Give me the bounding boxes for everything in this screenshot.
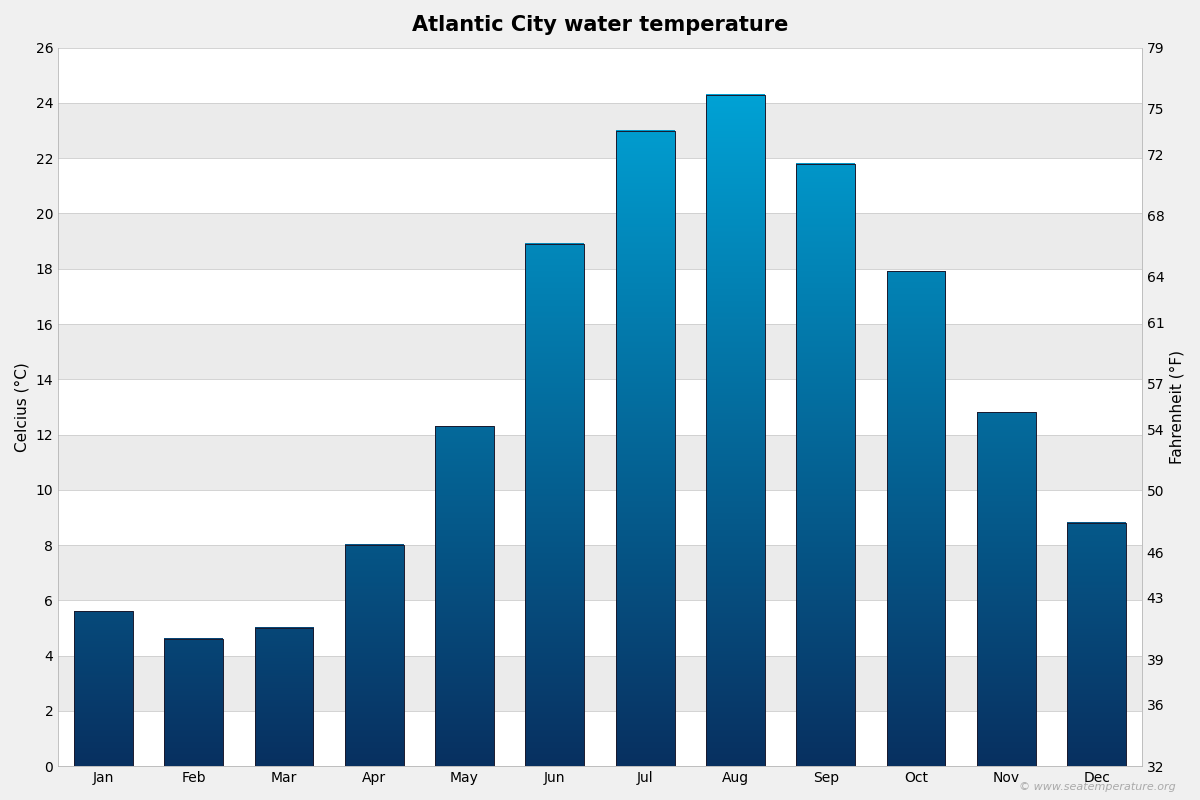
Bar (58, 545, 1142, 600)
Bar (58, 324, 1142, 379)
Bar (58, 379, 1142, 434)
Bar (58, 490, 1142, 545)
Bar (58, 214, 1142, 269)
Bar (58, 711, 1142, 766)
Title: Atlantic City water temperature: Atlantic City water temperature (412, 15, 788, 35)
Bar (58, 48, 1142, 103)
Y-axis label: Celcius (°C): Celcius (°C) (14, 362, 30, 452)
Bar (58, 269, 1142, 324)
Bar (58, 434, 1142, 490)
Text: © www.seatemperature.org: © www.seatemperature.org (1019, 782, 1176, 792)
Bar (58, 656, 1142, 711)
Bar (58, 158, 1142, 214)
Y-axis label: Fahrenheit (°F): Fahrenheit (°F) (1170, 350, 1186, 464)
Bar (58, 600, 1142, 656)
Bar (58, 103, 1142, 158)
